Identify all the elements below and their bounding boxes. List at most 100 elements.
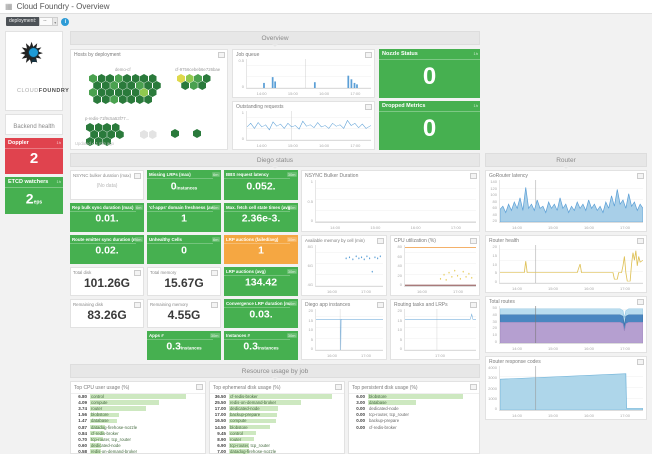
host-hexagon[interactable] <box>144 81 153 90</box>
filter-dropdown[interactable]: -- <box>39 17 54 26</box>
table-title[interactable]: Top ephemeral disk usage (%) <box>210 382 344 394</box>
host-hexagon[interactable] <box>90 130 99 139</box>
diego-stat-total-memory[interactable]: Total memory 15.67G <box>147 267 221 296</box>
diego-stat-lrp-auctions-avg[interactable]: LRP auctions (avg) 30m 134.42 <box>224 267 298 296</box>
host-hexagon[interactable] <box>135 81 144 90</box>
diego-stat-nsync-bulker-duration-max[interactable]: NSYNC bulker duration (max) (No data) <box>70 170 144 200</box>
host-hexagon[interactable] <box>181 81 190 90</box>
host-hexagon[interactable] <box>86 137 94 146</box>
diego-stat-missing-lrps-max[interactable]: Missing LRPs (max) 6m 0instances <box>147 170 221 200</box>
panel-menu-icon[interactable] <box>211 302 218 308</box>
panel-title[interactable]: Routing tasks and LRPs <box>394 301 448 308</box>
panel-menu-icon[interactable] <box>470 238 477 244</box>
host-hexagon[interactable] <box>97 74 106 83</box>
host-hexagon[interactable] <box>111 123 120 132</box>
diego-stat-cf-apps-domain-freshness-avg[interactable]: 'cf-apps' domain freshness (avg) 6m 1 <box>147 203 221 232</box>
doppler-stat-panel[interactable]: Doppler 1h 2 <box>5 138 63 174</box>
diego-stat-bbs-request-latency[interactable]: BBS request latency 30m 0.052. <box>224 170 298 200</box>
info-icon[interactable]: i <box>61 17 70 26</box>
panel-menu-icon[interactable] <box>196 384 203 390</box>
host-hexagon[interactable] <box>103 123 111 132</box>
diego-stat-rep-bulk-sync-duration-max[interactable]: Rep bulk sync duration (max) 6m 0.01. <box>70 203 144 232</box>
host-hexagon[interactable] <box>185 74 194 83</box>
panel-title[interactable]: GoRouter latency <box>489 172 528 179</box>
host-hexagon[interactable] <box>131 88 140 97</box>
panel-menu-icon[interactable] <box>134 302 141 308</box>
panel-menu-icon[interactable] <box>134 173 141 179</box>
panel-menu-icon[interactable] <box>377 238 384 244</box>
panel-menu-icon[interactable] <box>365 52 372 58</box>
host-hexagon[interactable] <box>118 81 127 90</box>
dashboard-title[interactable]: Cloud Foundry - Overview <box>16 2 110 11</box>
panel-menu-icon[interactable] <box>365 104 372 110</box>
host-hexagon[interactable] <box>127 81 136 90</box>
host-hexagon[interactable] <box>123 74 131 83</box>
panel-title[interactable]: Diego app instances <box>305 301 351 308</box>
diego-stat-convergence-lrp-duration-max[interactable]: Convergence LRP duration (max) 6m 0.03. <box>224 299 298 328</box>
panel-title[interactable]: Outstanding requests <box>236 103 284 110</box>
host-hexagon[interactable] <box>171 129 179 138</box>
host-hexagon[interactable] <box>194 74 202 83</box>
diego-stat-remaining-disk[interactable]: Remaining disk 83.26G <box>70 299 144 328</box>
host-hexagon[interactable] <box>135 95 144 104</box>
host-hexagon[interactable] <box>131 74 140 83</box>
panel-title[interactable]: Router response codes <box>489 358 541 365</box>
section-header-router[interactable]: Router <box>485 153 647 169</box>
diego-stat-route-emitter-sync-duration-max[interactable]: Route emitter sync duration (max)6m 0.02. <box>70 235 144 264</box>
table-title[interactable]: Top CPU user usage (%) <box>71 382 205 394</box>
table-title[interactable]: Top persistent disk usage (%) <box>349 382 479 394</box>
host-hexagon[interactable] <box>89 88 97 97</box>
panel-title[interactable]: NSYNC Bulker Duration <box>305 172 359 179</box>
host-hexagon[interactable] <box>114 74 123 83</box>
grid-menu-icon[interactable]: ▦ <box>5 2 13 11</box>
host-hexagon[interactable] <box>148 74 157 83</box>
host-hexagon[interactable] <box>144 95 153 104</box>
panel-title[interactable]: CPU utilization (%) <box>394 237 436 244</box>
host-hexagon[interactable] <box>93 95 102 104</box>
host-hexagon[interactable] <box>189 81 198 90</box>
host-hexagon[interactable] <box>106 74 114 83</box>
panel-title[interactable]: Available memory by cell (min) <box>305 237 365 243</box>
host-hexagon[interactable] <box>93 81 102 90</box>
dropped-metrics-panel[interactable]: Dropped Metrics 1h 0 <box>379 101 480 150</box>
panel-menu-icon[interactable] <box>470 384 477 390</box>
host-hexagon[interactable] <box>202 74 211 83</box>
panel-menu-icon[interactable] <box>218 52 225 58</box>
host-hexagon[interactable] <box>89 74 97 83</box>
diego-stat-remaining-memory[interactable]: Remaining memory 4.55G <box>147 299 221 328</box>
panel-menu-icon[interactable] <box>335 384 342 390</box>
host-hexagon[interactable] <box>101 95 110 104</box>
panel-title[interactable]: Total routes <box>489 298 515 305</box>
diego-stat-unhealthy-cells[interactable]: Unhealthy Cells 6m 0 <box>147 235 221 264</box>
section-header-overview[interactable]: Overview <box>70 31 480 47</box>
panel-menu-icon[interactable] <box>637 238 644 244</box>
nozzle-status-panel[interactable]: Nozzle Status 1h 0 <box>379 49 480 98</box>
host-hexagon[interactable] <box>114 88 123 97</box>
host-hexagon[interactable] <box>127 95 136 104</box>
backend-health-header[interactable]: Backend health <box>5 114 63 135</box>
panel-menu-icon[interactable] <box>211 270 218 276</box>
host-hexagon[interactable] <box>94 123 103 132</box>
host-hexagon[interactable] <box>123 88 131 97</box>
host-hexagon[interactable] <box>98 130 107 139</box>
host-hexagon[interactable] <box>94 137 103 146</box>
host-hexagon[interactable] <box>101 81 110 90</box>
host-hexagon[interactable] <box>118 95 127 104</box>
section-header-diego[interactable]: Diego status <box>70 153 480 169</box>
host-hexagon[interactable] <box>140 130 148 139</box>
panel-menu-icon[interactable] <box>377 302 384 308</box>
host-hexagon[interactable] <box>140 88 148 97</box>
panel-title[interactable]: Hosts by deployment <box>74 51 121 58</box>
diego-stat-apps[interactable]: Apps #30m 0.3instances <box>147 331 221 360</box>
host-hexagon[interactable] <box>193 129 201 138</box>
panel-menu-icon[interactable] <box>134 270 141 276</box>
chevron-down-icon[interactable]: ▾ <box>53 17 59 26</box>
host-hexagon[interactable] <box>97 88 106 97</box>
diego-stat-lrp-auctions-failed-avg[interactable]: LRP auctions (failed/avg) 30m 1 <box>224 235 298 264</box>
host-hexagon[interactable] <box>177 74 185 83</box>
panel-menu-icon[interactable] <box>637 359 644 365</box>
section-header-resource-usage[interactable]: Resource usage by job <box>70 364 480 380</box>
panel-title[interactable]: Job queue <box>236 51 260 58</box>
host-hexagon[interactable] <box>115 130 124 139</box>
diego-stat-instances[interactable]: Instances #30m 0.3instances <box>224 331 298 360</box>
